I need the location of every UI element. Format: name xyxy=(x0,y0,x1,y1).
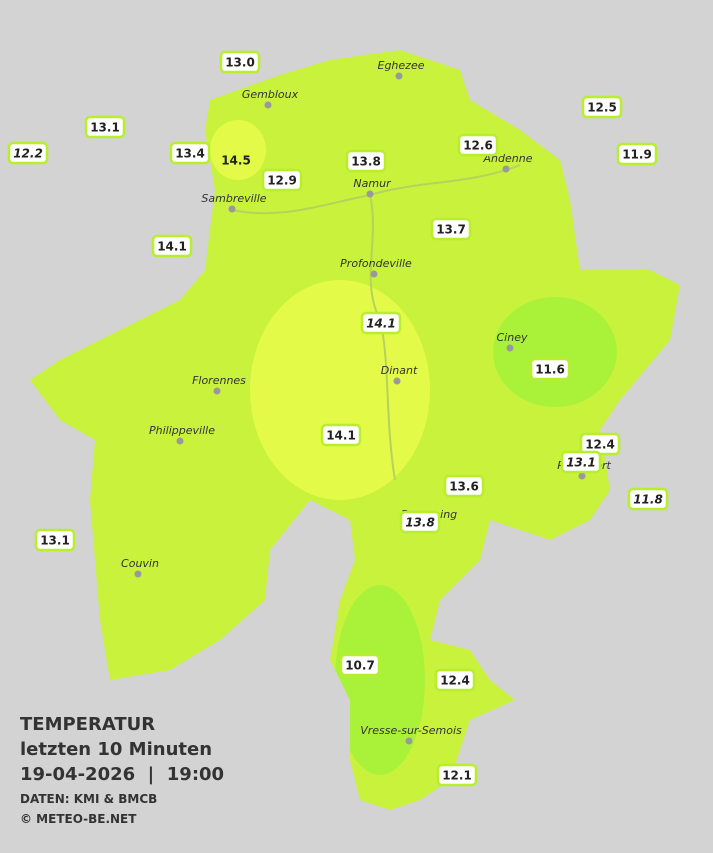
station-value: 14.5 xyxy=(221,154,251,168)
station-box xyxy=(261,168,303,192)
station-value: 14.1 xyxy=(326,429,356,443)
station-box xyxy=(34,528,76,552)
station-box xyxy=(219,50,261,74)
station-box xyxy=(434,668,476,692)
copyright: © METEO-BE.NET xyxy=(20,812,137,826)
station-value: 12.6 xyxy=(463,139,493,153)
station-value: 13.7 xyxy=(436,223,466,237)
station-box xyxy=(627,487,669,511)
datetime: 19-04-2026 | 19:00 xyxy=(20,764,224,785)
station-value: 13.0 xyxy=(225,56,255,70)
station-value: 13.8 xyxy=(351,155,381,169)
cool-zone xyxy=(493,297,617,407)
station-value: 10.7 xyxy=(345,659,375,673)
city-label: Profondeville xyxy=(340,257,412,270)
city-dot xyxy=(502,165,510,173)
city-label: Gembloux xyxy=(242,88,299,101)
station-value: 11.9 xyxy=(622,148,652,162)
station-value: 12.2 xyxy=(13,147,43,161)
station-box xyxy=(430,217,472,241)
cool-zone xyxy=(335,585,425,775)
city-label: Sambreville xyxy=(201,192,266,205)
station-box xyxy=(339,653,381,677)
station-box xyxy=(320,423,362,447)
city-label: Philippeville xyxy=(149,424,215,437)
station-value: 12.4 xyxy=(440,674,470,688)
warm-zone xyxy=(210,120,266,180)
city-dot xyxy=(213,387,221,395)
city-label: Dinant xyxy=(381,364,418,377)
station-box xyxy=(7,141,49,165)
city-label: Eghezee xyxy=(378,59,425,72)
station-value: 13.8 xyxy=(405,516,435,530)
city-label: Namur xyxy=(353,177,392,190)
station-value: 13.1 xyxy=(566,456,596,470)
city-dot xyxy=(366,190,374,198)
city-dot xyxy=(228,205,236,213)
station-value: 13.1 xyxy=(40,534,70,548)
station-box xyxy=(360,311,402,335)
city-dot xyxy=(506,344,514,352)
station-box xyxy=(443,474,485,498)
city-dot xyxy=(393,377,401,385)
station-value: 14.1 xyxy=(366,317,396,331)
station-value: 12.4 xyxy=(585,438,615,452)
station-box xyxy=(436,763,478,787)
station-value: 11.6 xyxy=(535,363,565,377)
subtitle: letzten 10 Minuten xyxy=(20,739,212,760)
title: TEMPERATUR xyxy=(20,714,155,735)
station-value: 13.1 xyxy=(90,121,120,135)
station-value: 13.6 xyxy=(449,480,479,494)
city-label: Vresse-sur-Semois xyxy=(360,724,462,737)
city-dot xyxy=(395,72,403,80)
station-box xyxy=(399,510,441,534)
city-dot xyxy=(134,570,142,578)
station-box xyxy=(560,450,602,474)
station-box xyxy=(151,234,193,258)
station-box xyxy=(616,142,658,166)
station-box xyxy=(457,133,499,157)
source: DATEN: KMI & BMCB xyxy=(20,792,157,806)
warm-zone xyxy=(250,280,430,500)
city-label: Couvin xyxy=(121,557,159,570)
station-value: 11.8 xyxy=(633,493,663,507)
station-value: 12.1 xyxy=(442,769,472,783)
city-dot xyxy=(578,472,586,480)
city-label: Ciney xyxy=(497,331,528,344)
station-value: 12.9 xyxy=(267,174,297,188)
city-dot xyxy=(176,437,184,445)
station-box xyxy=(169,141,211,165)
station-value: 12.5 xyxy=(587,101,617,115)
station-value: 13.4 xyxy=(175,147,205,161)
station-value: 14.1 xyxy=(157,240,187,254)
station-box xyxy=(345,149,387,173)
station-box xyxy=(84,115,126,139)
city-dot xyxy=(405,737,413,745)
station-box xyxy=(581,95,623,119)
city-label: Florennes xyxy=(192,374,246,387)
city-dot xyxy=(370,270,378,278)
station-box xyxy=(529,357,571,381)
city-dot xyxy=(264,101,272,109)
